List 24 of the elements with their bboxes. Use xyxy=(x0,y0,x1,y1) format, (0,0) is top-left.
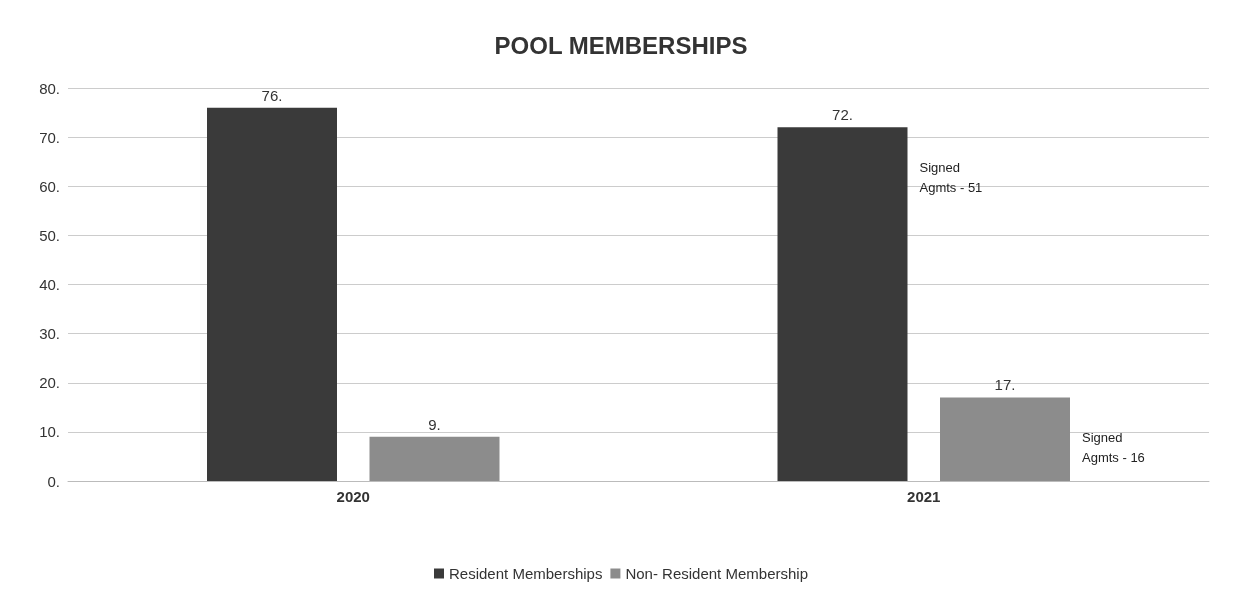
legend-label: Resident Memberships xyxy=(449,565,603,582)
data-label: 76. xyxy=(261,86,283,104)
y-tick-label: 60. xyxy=(39,177,60,195)
y-tick-label: 0. xyxy=(47,472,60,490)
bar xyxy=(369,436,500,481)
annotation: Signed Agmts - 16 xyxy=(1082,429,1145,465)
chart-title: POOL MEMBERSHIPS xyxy=(494,31,748,59)
y-tick-label: 40. xyxy=(39,276,60,293)
x-tick-label: 2020 xyxy=(336,488,370,505)
y-tick-label: 20. xyxy=(39,374,60,392)
data-label: 72. xyxy=(832,106,853,124)
y-tick-label: 70. xyxy=(39,128,60,146)
x-tick-label: 2021 xyxy=(907,488,941,505)
annotation: Signed Agmts - 51 xyxy=(919,159,983,195)
y-tick-label: 10. xyxy=(39,423,60,441)
data-label: 9. xyxy=(428,415,441,433)
bar xyxy=(207,107,337,481)
legend-label: Non- Resident Membership xyxy=(625,565,808,582)
data-label: 17. xyxy=(994,376,1016,394)
bar xyxy=(777,127,908,481)
bar xyxy=(940,397,1070,481)
y-tick-label: 30. xyxy=(39,325,60,343)
y-tick-label: 80. xyxy=(39,79,60,97)
y-tick-label: 50. xyxy=(39,226,60,244)
